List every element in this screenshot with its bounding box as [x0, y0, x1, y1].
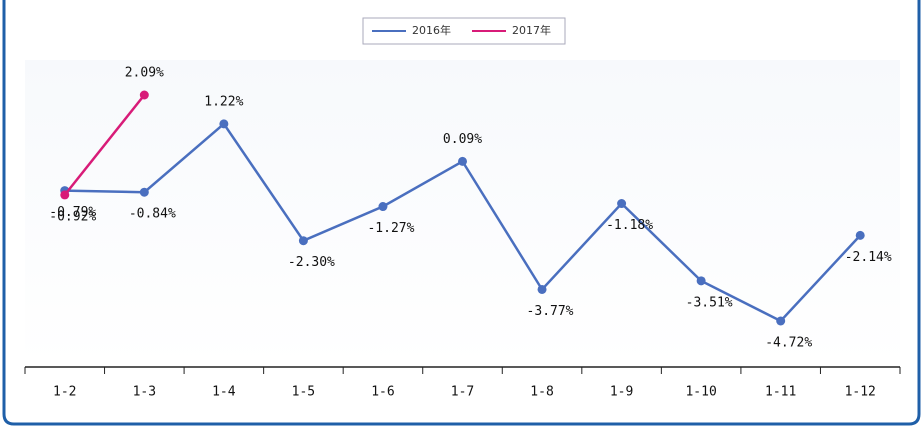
- legend-label: 2016年: [412, 23, 451, 37]
- x-tick-label: 1-2: [53, 385, 76, 400]
- point: [776, 316, 786, 326]
- point: [537, 284, 547, 294]
- plot-area: [25, 60, 900, 366]
- series-line: [63, 94, 146, 196]
- data-label: -4.72%: [765, 336, 812, 351]
- point: [139, 187, 149, 197]
- data-label: -0.92%: [49, 209, 96, 224]
- data-label: -3.51%: [686, 295, 733, 310]
- point: [378, 202, 388, 212]
- point: [60, 190, 70, 200]
- data-label: -0.84%: [129, 207, 176, 222]
- x-tick-label: 1-9: [610, 385, 633, 400]
- x-tick-label: 1-7: [451, 385, 474, 400]
- x-tick-label: 1-4: [212, 385, 236, 400]
- data-label: -2.30%: [288, 255, 335, 270]
- x-tick-label: 1-3: [133, 385, 156, 400]
- point: [458, 156, 467, 166]
- data-label: -3.77%: [527, 304, 574, 319]
- x-tick-label: 1-8: [530, 385, 553, 400]
- data-label: -1.27%: [367, 221, 414, 236]
- point: [139, 90, 149, 100]
- point: [696, 276, 706, 286]
- data-label: 1.22%: [204, 94, 243, 109]
- x-tick-label: 1-12: [845, 385, 876, 400]
- data-label: -2.14%: [845, 250, 892, 265]
- point: [855, 230, 865, 240]
- point: [298, 236, 308, 246]
- data-label: 2.09%: [125, 66, 164, 81]
- point: [617, 199, 627, 209]
- x-tick-label: 1-11: [765, 385, 796, 400]
- data-label: -1.18%: [606, 218, 653, 233]
- data-label: 0.09%: [443, 132, 482, 147]
- x-tick-label: 1-10: [685, 385, 716, 400]
- x-tick-label: 1-6: [371, 385, 394, 400]
- data-label: -0.79%: [49, 205, 96, 220]
- x-tick-label: 1-5: [292, 385, 315, 400]
- point: [219, 119, 229, 129]
- legend-label: 2017年: [512, 23, 551, 37]
